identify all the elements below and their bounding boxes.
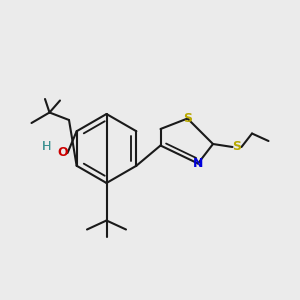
Text: S: S bbox=[232, 140, 242, 154]
Text: H: H bbox=[42, 140, 51, 154]
Text: N: N bbox=[193, 157, 203, 170]
Text: O: O bbox=[58, 146, 68, 160]
Text: H: H bbox=[42, 140, 51, 154]
Text: S: S bbox=[183, 112, 192, 125]
